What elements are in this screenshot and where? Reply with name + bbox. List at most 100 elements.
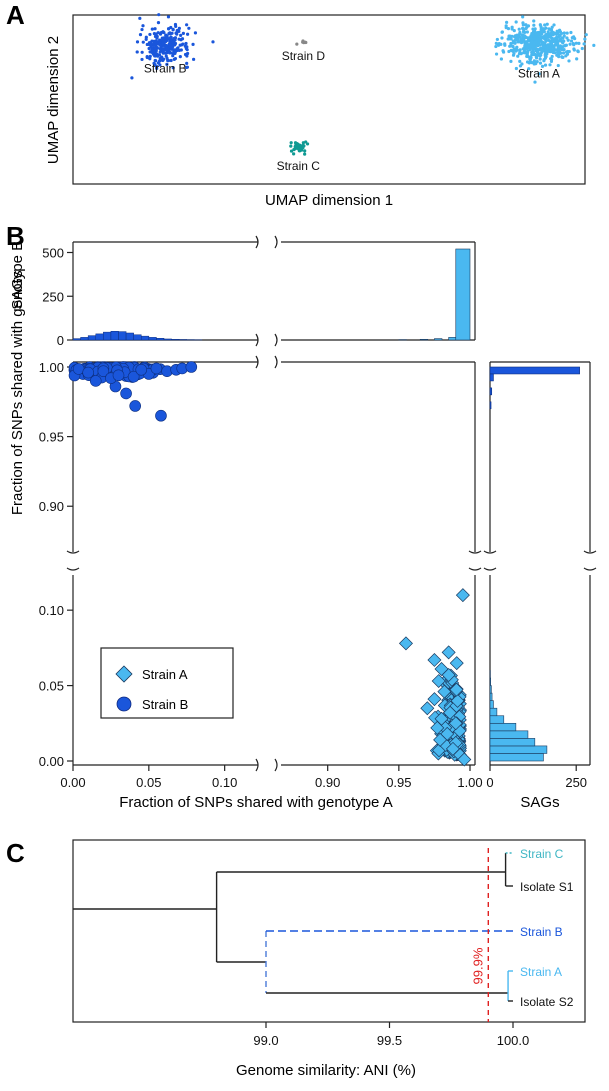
y-tick-label: 0.10 xyxy=(39,603,64,618)
umap-point xyxy=(521,15,525,19)
umap-point xyxy=(533,80,537,84)
right-hist-tick-label: 0 xyxy=(486,775,493,790)
snp-scatter-panel: 0.00 0.05 0.10 0.90 0.95 1.00 0.00 0.05 0.10 0.90… xyxy=(39,235,597,790)
panel-b-letter: B xyxy=(6,221,25,251)
umap-point xyxy=(515,48,519,52)
umap-point xyxy=(555,29,559,33)
dendrogram-frame xyxy=(72,839,586,1023)
umap-point xyxy=(513,35,517,39)
umap-point xyxy=(545,46,549,51)
umap-point xyxy=(542,27,547,31)
umap-point xyxy=(509,59,513,63)
cluster-label-strain-d: Strain D xyxy=(282,49,326,63)
umap-point xyxy=(500,30,504,34)
umap-point xyxy=(193,31,198,35)
umap-point xyxy=(171,66,175,70)
umap-point xyxy=(153,27,157,31)
cluster-label-strain-c: Strain C xyxy=(277,159,321,173)
leaf-label-isolate-s2: Isolate S2 xyxy=(520,995,574,1009)
umap-point xyxy=(548,45,552,49)
axis-break-mark xyxy=(468,567,482,571)
umap-point xyxy=(495,37,499,42)
umap-point xyxy=(504,26,508,30)
umap-point xyxy=(550,36,554,40)
leaf-label-strain-b: Strain B xyxy=(520,925,563,939)
umap-point xyxy=(576,50,580,54)
strain-a-point xyxy=(449,682,464,697)
umap-point xyxy=(165,56,169,60)
top-hist-tick-label: 0 xyxy=(57,333,64,348)
strain-b-point xyxy=(129,400,141,412)
umap-point xyxy=(551,50,556,54)
umap-point xyxy=(523,40,527,44)
umap-point xyxy=(173,43,177,47)
axis-break-mark xyxy=(274,333,278,347)
top-hist-y-label: SAGs xyxy=(9,270,26,309)
umap-point xyxy=(168,41,172,45)
umap-point xyxy=(529,41,533,45)
umap-point xyxy=(517,27,521,31)
umap-point xyxy=(583,37,587,41)
right-hist-bar xyxy=(489,685,492,694)
leaf-label-isolate-s1: Isolate S1 xyxy=(520,880,574,894)
strain-a-point xyxy=(441,668,456,683)
umap-point xyxy=(527,61,531,65)
umap-point xyxy=(538,61,543,65)
umap-point xyxy=(532,23,536,27)
umap-point xyxy=(510,27,514,31)
top-hist-bar xyxy=(95,333,104,341)
umap-point xyxy=(168,36,172,40)
strain-a-point xyxy=(420,701,435,716)
snp-x-axis-label: Fraction of SNPs shared with genotype A xyxy=(119,794,392,811)
umap-point xyxy=(178,54,182,59)
umap-point xyxy=(532,52,537,56)
umap-point xyxy=(562,47,566,52)
umap-point xyxy=(572,35,576,39)
umap-point xyxy=(538,36,543,40)
umap-point xyxy=(567,59,571,63)
umap-point xyxy=(544,55,548,59)
umap-point xyxy=(582,42,586,46)
umap-point xyxy=(557,33,562,37)
umap-point xyxy=(531,47,535,51)
umap-point xyxy=(543,37,547,41)
right-hist-bar xyxy=(489,677,491,686)
umap-point xyxy=(151,52,155,56)
umap-point xyxy=(549,57,553,61)
umap-point xyxy=(539,25,543,29)
umap-point xyxy=(303,149,307,153)
umap-point xyxy=(138,33,143,37)
snp-axes: 0.00 0.05 0.10 0.90 0.95 1.00 0.00 0.05 0.10 0.90… xyxy=(39,235,597,790)
strain-b-point xyxy=(135,363,148,376)
top-hist-bar xyxy=(434,338,443,341)
umap-point xyxy=(301,143,305,148)
umap-point xyxy=(521,27,525,31)
cluster-label-strain-b: Strain B xyxy=(144,61,187,75)
umap-point xyxy=(549,59,554,63)
umap-point xyxy=(560,48,564,52)
umap-point xyxy=(552,45,556,49)
umap-point xyxy=(503,42,507,46)
umap-point xyxy=(518,59,522,63)
right-hist-bar xyxy=(489,753,544,762)
umap-point xyxy=(494,41,498,45)
umap-point xyxy=(577,41,581,45)
top-hist-bar xyxy=(148,337,157,341)
umap-point xyxy=(187,26,191,30)
umap-point xyxy=(518,50,522,54)
umap-point xyxy=(571,42,575,46)
umap-point xyxy=(557,55,561,59)
axis-break-mark xyxy=(66,567,80,571)
umap-point xyxy=(192,57,196,61)
umap-point xyxy=(530,37,534,41)
umap-point xyxy=(549,32,553,36)
legend-marker-strain-a xyxy=(115,665,133,683)
umap-point xyxy=(532,19,536,23)
umap-point xyxy=(302,41,306,45)
umap-point xyxy=(533,30,538,35)
threshold-label: 99.9% xyxy=(470,947,485,984)
leaf-label-strain-c: Strain C xyxy=(520,847,564,861)
umap-point xyxy=(508,44,512,48)
umap-point xyxy=(157,53,162,57)
umap-point xyxy=(522,48,527,52)
